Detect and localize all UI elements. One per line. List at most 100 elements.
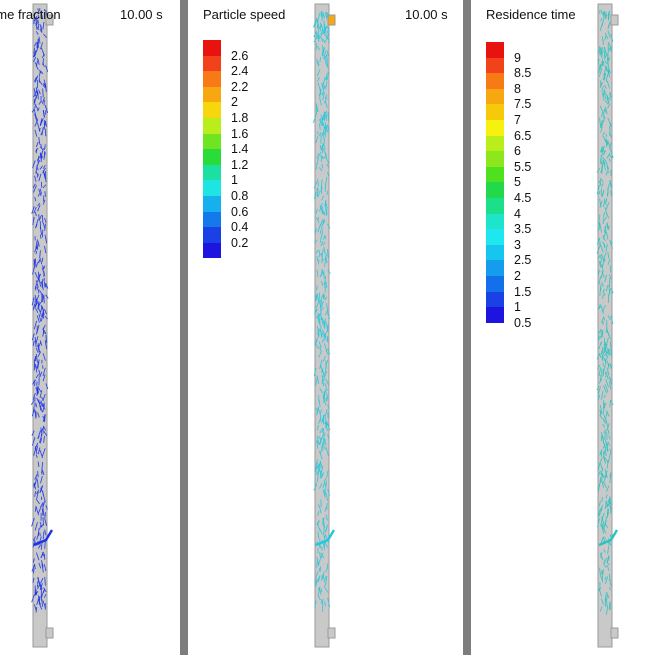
legend-swatch xyxy=(486,291,504,308)
particle-streak xyxy=(44,283,47,288)
particle-streak xyxy=(324,526,328,533)
particle-streak xyxy=(322,126,326,136)
particle-streak xyxy=(325,350,329,356)
particle-streak xyxy=(324,151,328,159)
particle-streak xyxy=(326,306,329,313)
particle-streak xyxy=(37,202,41,207)
particle-streak xyxy=(317,558,321,566)
particle-streak xyxy=(317,462,320,469)
particle-streak xyxy=(317,77,320,82)
particle-streak xyxy=(597,470,601,476)
particle-streak xyxy=(35,280,39,288)
particle-streak xyxy=(45,10,47,15)
particle-streak xyxy=(321,155,324,160)
particle-streak xyxy=(36,315,40,323)
particle-streak xyxy=(30,400,35,406)
particle-streak xyxy=(33,91,37,98)
particle-streak xyxy=(38,214,42,221)
particle-streak xyxy=(603,73,607,81)
particle-streak xyxy=(320,280,324,286)
particle-streak xyxy=(322,293,325,298)
legend-label: 9 xyxy=(514,50,521,65)
particle-streak xyxy=(34,294,38,304)
legend-label: 5.5 xyxy=(514,159,532,174)
particle-streak xyxy=(603,66,607,76)
particle-streak xyxy=(602,402,606,409)
particle-streak xyxy=(40,542,43,550)
particle-streak xyxy=(601,183,604,188)
particle-streak xyxy=(605,379,610,388)
particle-streak xyxy=(608,586,611,591)
particle-streak xyxy=(42,490,44,496)
particle-streak xyxy=(321,318,324,326)
particle-streak xyxy=(316,188,319,197)
particle-streak xyxy=(316,153,320,159)
particle-streak xyxy=(36,387,39,393)
particle-streak xyxy=(42,88,44,98)
particle-streak xyxy=(601,329,604,338)
particle-streak xyxy=(597,330,601,335)
particle-streak xyxy=(34,356,37,361)
particle-streak xyxy=(321,12,324,22)
particle-streak xyxy=(317,45,321,51)
particle-streak xyxy=(320,598,324,604)
particle-streak xyxy=(34,50,38,57)
particle-streak xyxy=(320,332,324,338)
particle-streak xyxy=(323,294,326,299)
particle-streak xyxy=(38,309,43,317)
particle-streak xyxy=(604,53,607,60)
particle-streak xyxy=(320,114,324,120)
particle-streak xyxy=(43,435,45,443)
particle-streak xyxy=(324,57,327,63)
outlet-nozzle xyxy=(327,627,336,639)
particle-streak xyxy=(607,23,610,29)
particle-streak xyxy=(32,558,35,563)
particle-streak xyxy=(42,164,46,169)
particle-streak xyxy=(316,17,320,27)
particle-streak xyxy=(319,206,323,211)
particle-streak xyxy=(35,506,40,516)
legend-label: 5 xyxy=(514,175,521,190)
particle-streak xyxy=(323,138,325,147)
particle-streak xyxy=(599,261,603,268)
particle-streak xyxy=(34,283,38,290)
particle-streak xyxy=(33,258,36,265)
particle-streak xyxy=(601,598,604,605)
particle-streak xyxy=(608,158,611,163)
particle-streak xyxy=(35,22,38,30)
particle-streak xyxy=(321,195,325,201)
particle-streak xyxy=(599,353,602,359)
particle-streak xyxy=(36,286,40,292)
particle-streak xyxy=(40,70,44,75)
particle-streak xyxy=(41,97,45,104)
particle-streak xyxy=(42,167,46,174)
particle-streak xyxy=(40,400,44,407)
particle-streak xyxy=(596,245,601,254)
particle-streak xyxy=(324,489,327,497)
particle-streak xyxy=(602,72,606,81)
particle-streak xyxy=(34,271,39,279)
particle-streak xyxy=(608,274,612,280)
particle-streak xyxy=(598,261,602,268)
particle-streak xyxy=(316,58,320,67)
particle-streak xyxy=(609,399,611,408)
particle-streak xyxy=(322,489,326,498)
particle-streak xyxy=(601,281,604,287)
particle-streak xyxy=(599,507,602,517)
legend-label: 2.4 xyxy=(231,64,249,79)
particle-streak xyxy=(319,234,323,243)
particle-streak xyxy=(324,388,328,396)
particle-streak xyxy=(607,251,610,259)
particle-streak xyxy=(602,236,606,242)
particle-streak xyxy=(596,186,600,195)
particle-streak xyxy=(602,288,605,293)
particle-streak xyxy=(608,335,612,340)
particle-streak xyxy=(43,594,47,598)
legend-swatch xyxy=(486,213,504,230)
particle-streak xyxy=(323,526,325,536)
residence-time-panel: Residence time 9 8.5 8 7.5 7 6.5 6 5.5 5 4.5 4 3.5 3… xyxy=(471,0,655,655)
particle-streak xyxy=(319,117,324,127)
particle-streak xyxy=(322,398,325,403)
particle-streak xyxy=(599,374,602,382)
particle-streak xyxy=(609,380,612,390)
